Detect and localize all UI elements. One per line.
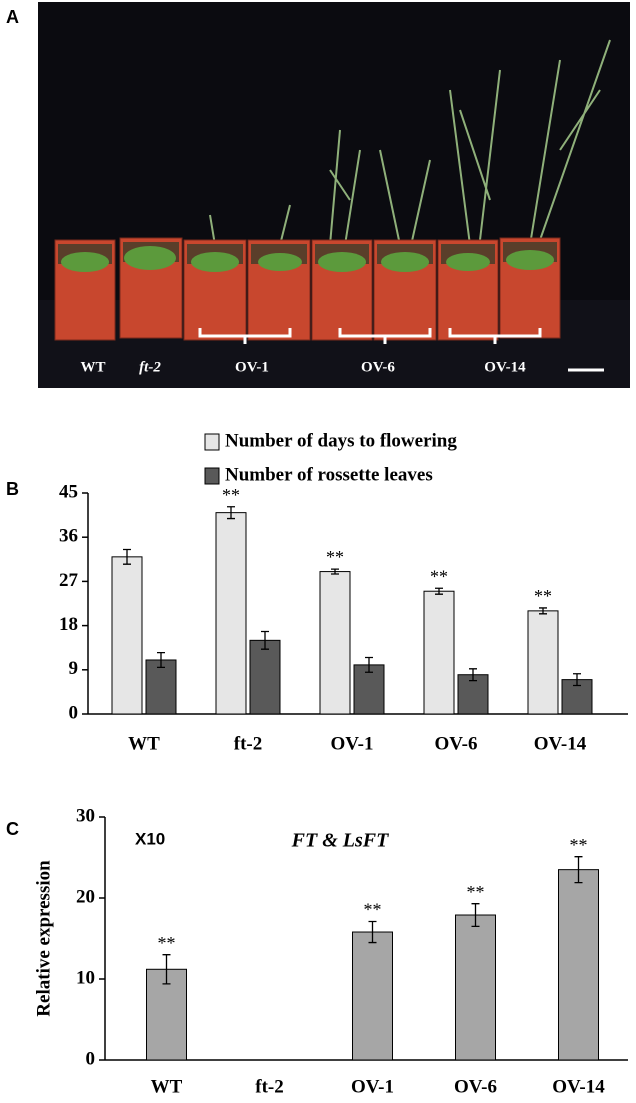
error-bar — [574, 856, 583, 884]
x-tick-label: ft-2 — [234, 733, 262, 754]
x-tick-label: OV-6 — [454, 1076, 497, 1097]
significance-label: ** — [467, 882, 485, 902]
bar — [145, 659, 177, 715]
error-bar — [162, 954, 171, 985]
legend-swatch — [204, 433, 220, 451]
bar — [249, 639, 281, 715]
error-bar — [261, 630, 269, 650]
bar — [457, 674, 489, 715]
significance-label: ** — [326, 547, 344, 567]
significance-label: ** — [430, 566, 448, 586]
error-bar — [471, 903, 480, 927]
bar — [215, 512, 247, 715]
y-tick-label: 36 — [59, 526, 78, 547]
x-tick-label: ft-2 — [255, 1076, 283, 1097]
bar — [353, 664, 385, 715]
photo-label: OV-1 — [235, 359, 269, 375]
y-tick-label: 27 — [59, 570, 79, 591]
error-bar — [227, 506, 235, 520]
y-axis-label: Relative expression — [33, 860, 54, 1017]
bar — [527, 610, 559, 715]
panel-label: A — [6, 7, 19, 27]
error-bar — [123, 548, 131, 565]
y-tick-label: 20 — [76, 886, 95, 907]
error-bar — [435, 587, 443, 595]
photo-label: ft-2 — [139, 359, 161, 375]
error-bar — [365, 656, 373, 673]
significance-label: ** — [364, 900, 382, 920]
y-tick-label: 10 — [76, 967, 95, 988]
bar — [558, 869, 599, 1061]
error-bar — [469, 668, 477, 682]
photo — [38, 2, 630, 388]
legend-label: Number of rossette leaves — [225, 464, 433, 485]
y-tick-label: 0 — [69, 702, 79, 723]
error-bar — [539, 607, 547, 615]
bar — [352, 931, 393, 1061]
photo-label: OV-14 — [484, 359, 526, 375]
y-tick-label: 30 — [76, 805, 95, 826]
error-bar — [157, 651, 165, 668]
annotation: FT & LsFT — [291, 830, 389, 852]
bar — [111, 556, 143, 715]
y-tick-label: 18 — [59, 614, 78, 635]
photo-label: WT — [80, 359, 105, 375]
error-bar — [573, 673, 581, 687]
y-tick-label: 45 — [59, 481, 78, 502]
x-tick-label: OV-1 — [351, 1076, 394, 1097]
x-tick-label: OV-14 — [552, 1076, 605, 1097]
photo-label: OV-6 — [361, 359, 395, 375]
significance-label: ** — [534, 586, 552, 606]
x-tick-label: WT — [151, 1076, 183, 1097]
panel-label: B — [6, 479, 19, 499]
x-tick-label: WT — [128, 733, 160, 754]
bar — [319, 571, 351, 715]
error-bar — [331, 568, 339, 575]
y-tick-label: 9 — [69, 658, 79, 679]
significance-label: ** — [158, 933, 176, 953]
bar — [455, 914, 496, 1061]
panel-label: C — [6, 819, 19, 839]
significance-label: ** — [570, 835, 588, 855]
significance-label: ** — [222, 485, 240, 505]
legend-swatch — [204, 467, 220, 485]
annotation: X10 — [135, 829, 165, 848]
legend-label: Number of days to flowering — [225, 430, 457, 451]
y-tick-label: 0 — [86, 1048, 96, 1069]
bar — [423, 590, 455, 715]
x-tick-label: OV-14 — [534, 733, 587, 754]
x-tick-label: OV-6 — [435, 733, 478, 754]
error-bar — [368, 920, 377, 944]
x-tick-label: OV-1 — [331, 733, 374, 754]
